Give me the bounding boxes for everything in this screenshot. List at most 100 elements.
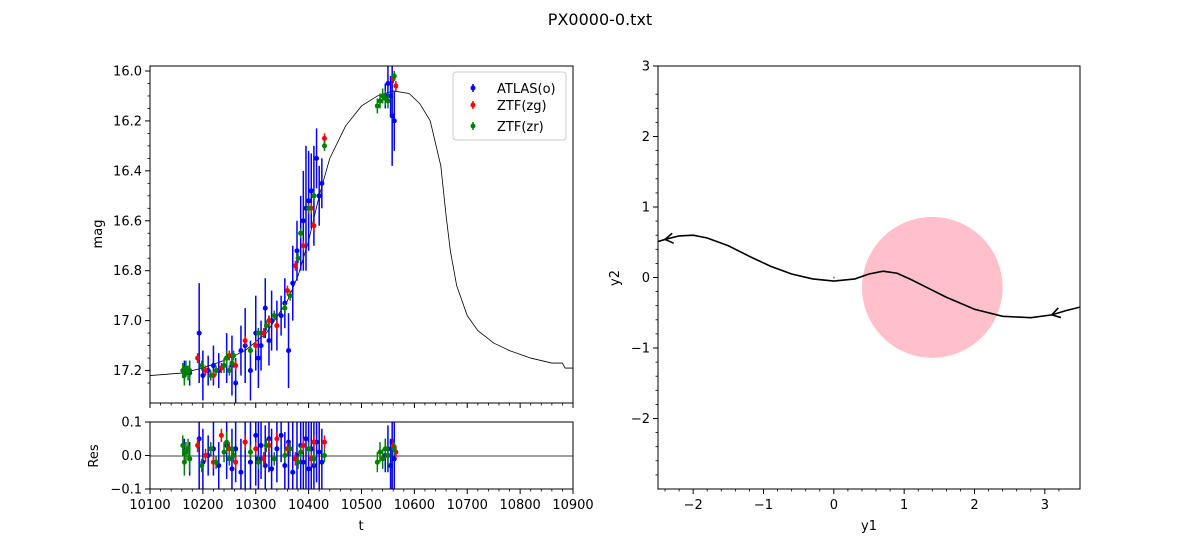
lc-point [274, 323, 280, 329]
res-point [274, 446, 280, 452]
lc-y-tick-label: 17.0 [113, 314, 142, 329]
res-point [255, 459, 261, 465]
lc-point [266, 338, 272, 344]
tr-y-tick-label: −2 [631, 412, 650, 427]
lc-point [210, 363, 216, 369]
data-points-layer [180, 66, 399, 403]
res-point [300, 459, 306, 465]
lc-point [391, 118, 397, 124]
lc-point [199, 363, 205, 369]
light-curve-x-ticks [149, 403, 574, 408]
legend-zr-label: ZTF(zr) [497, 120, 544, 135]
res-point [233, 446, 239, 452]
lc-point [208, 373, 214, 379]
lc-point [255, 355, 261, 361]
lc-point [300, 243, 306, 249]
lc-point [308, 188, 314, 194]
trajectory-line [658, 234, 1080, 319]
legend-atlas-marker [470, 85, 476, 91]
res-point [391, 446, 397, 452]
res-point [216, 463, 222, 469]
res-point [261, 456, 267, 462]
lc-point [377, 98, 383, 104]
lc-point [321, 143, 327, 149]
res-point [247, 449, 253, 455]
lc-point [224, 355, 230, 361]
res-point [321, 453, 327, 458]
legend-zg-label: ZTF(zg) [497, 99, 547, 114]
residual-panel: 0.1 0.0 −0.1 10100 10200 10300 10400 10500 1060… [87, 416, 594, 535]
trajectory-y-label: y2 [608, 270, 623, 286]
res-point [180, 442, 186, 448]
res-point [321, 439, 327, 445]
residual-y-label: Res [87, 444, 102, 467]
lc-point [183, 365, 189, 371]
res-x-tick-label: 10800 [499, 498, 540, 513]
lc-point [385, 80, 391, 86]
lc-series-ztf-zr [180, 70, 397, 386]
res-x-tick-label: 10700 [447, 498, 488, 513]
lc-point [306, 198, 312, 204]
res-x-tick-label: 10400 [288, 498, 329, 513]
res-point [319, 459, 325, 465]
res-point [303, 436, 309, 442]
lc-point [286, 348, 292, 354]
lc-point [196, 330, 202, 336]
tr-y-tick-label: 0 [642, 271, 650, 286]
model-curve-layer [150, 90, 573, 376]
lc-point [295, 255, 301, 261]
tr-x-tick-label: −1 [754, 498, 773, 513]
lc-y-tick-label: 16.6 [113, 214, 142, 229]
lc-point [238, 348, 244, 354]
model-curve [150, 90, 573, 376]
lc-series-ztf-zg [195, 73, 399, 381]
res-point [385, 453, 391, 458]
res-point [221, 449, 227, 455]
tr-x-tick-label: 1 [900, 498, 908, 513]
res-point [306, 446, 312, 452]
lens-point [832, 276, 835, 279]
res-point [269, 466, 275, 472]
lc-point [284, 288, 290, 294]
res-point [199, 463, 205, 469]
res-series-ztf-zr [180, 432, 397, 476]
res-point [292, 456, 298, 462]
res-point [316, 449, 322, 455]
legend-atlas-label: ATLAS(o) [497, 82, 556, 97]
res-y-tick-label: −0.1 [110, 483, 142, 498]
lc-point [311, 223, 317, 229]
res-point [311, 456, 317, 462]
lc-point [203, 368, 209, 374]
lc-point [391, 73, 397, 79]
lc-point [200, 373, 206, 379]
residual-x-axis: 10100 10200 10300 10400 10500 10600 10700 10800… [129, 489, 594, 513]
legend: ATLAS(o) ZTF(zg) ZTF(zr) [452, 71, 567, 141]
lc-point [316, 193, 322, 199]
res-point [253, 432, 259, 438]
res-point [282, 453, 288, 458]
lc-y-tick-label: 17.2 [113, 364, 142, 379]
lc-point [278, 313, 284, 319]
lc-y-tick-label: 16.2 [113, 114, 142, 129]
lc-y-tick-label: 16.4 [113, 164, 142, 179]
light-curve-panel: 16.0 16.2 16.4 16.6 16.8 17.0 17.2 mag ATLAS(o… [91, 64, 574, 408]
res-point [238, 469, 244, 475]
res-point [187, 456, 193, 462]
res-x-tick-label: 10100 [129, 498, 170, 513]
res-point [298, 449, 304, 455]
res-point [382, 446, 388, 452]
legend-entry-zg: ZTF(zg) [470, 99, 547, 114]
res-point [295, 459, 301, 465]
tr-y-tick-label: −1 [631, 342, 650, 357]
lc-point [195, 355, 201, 361]
res-point [306, 466, 312, 472]
lc-point [233, 380, 239, 386]
lc-point [247, 368, 253, 374]
res-x-tick-label: 10600 [394, 498, 435, 513]
tr-x-tick-label: −2 [684, 498, 703, 513]
source-disk [861, 216, 1003, 358]
res-point [287, 446, 293, 452]
res-point [374, 459, 380, 465]
lc-point [187, 368, 193, 374]
